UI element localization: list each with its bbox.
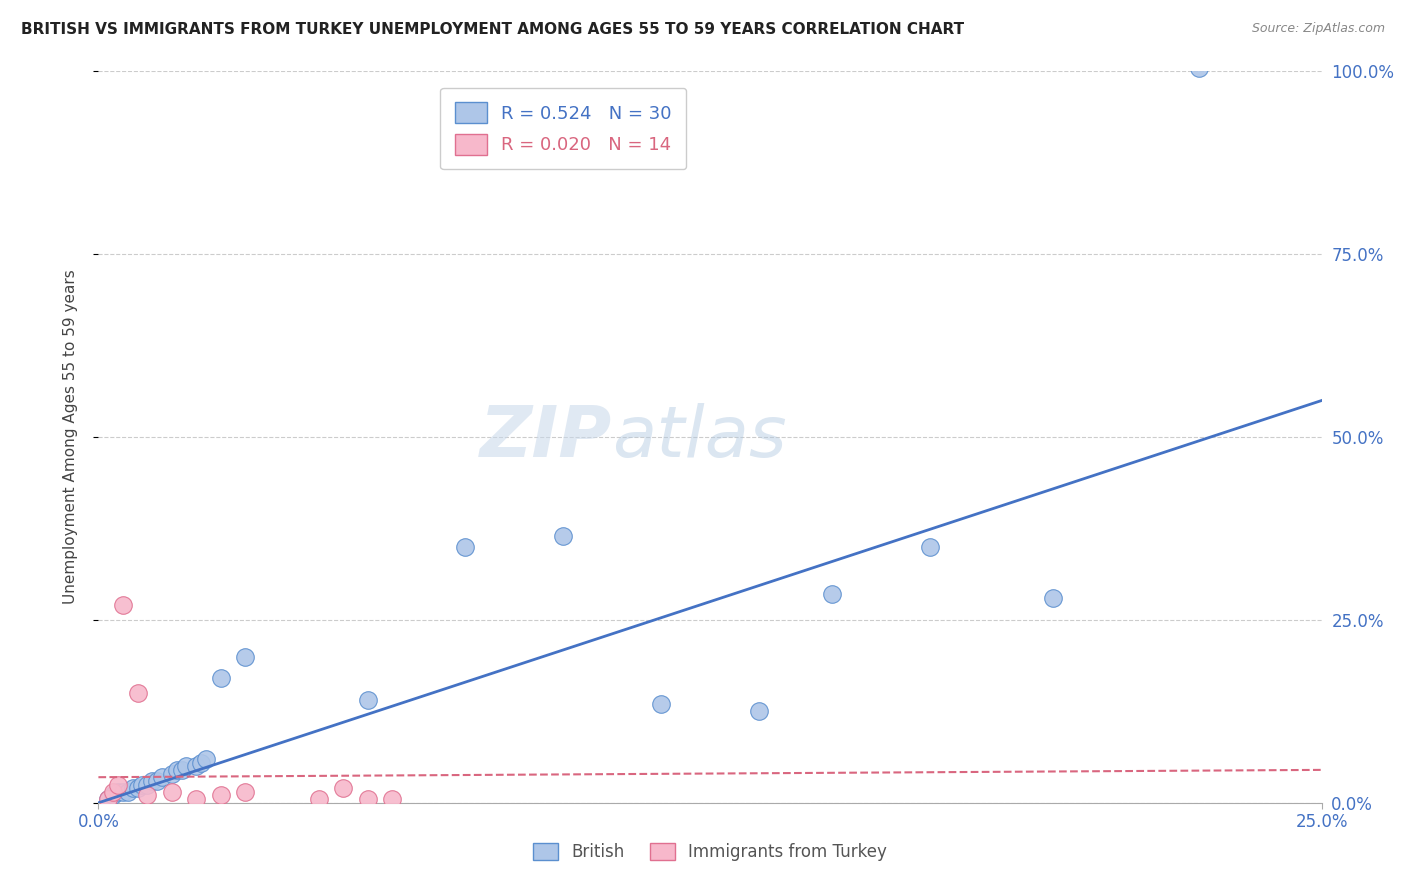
Point xyxy=(97,792,120,806)
Point xyxy=(131,777,153,792)
Point xyxy=(190,756,212,770)
Y-axis label: Unemployment Among Ages 55 to 59 years: Unemployment Among Ages 55 to 59 years xyxy=(63,269,77,605)
Point xyxy=(186,759,208,773)
Point xyxy=(107,777,129,792)
Point xyxy=(209,672,232,686)
Point xyxy=(146,773,169,788)
Point xyxy=(121,781,143,796)
Point xyxy=(97,792,120,806)
Text: atlas: atlas xyxy=(612,402,787,472)
Point xyxy=(186,792,208,806)
Point xyxy=(170,763,193,777)
Point xyxy=(111,785,134,799)
Point xyxy=(209,789,232,803)
Point xyxy=(233,649,256,664)
Point xyxy=(101,789,124,803)
Point xyxy=(166,763,188,777)
Point xyxy=(136,789,159,803)
Point xyxy=(127,781,149,796)
Point xyxy=(160,785,183,799)
Point xyxy=(233,785,256,799)
Legend: British, Immigrants from Turkey: British, Immigrants from Turkey xyxy=(526,836,894,868)
Point xyxy=(101,785,124,799)
Point xyxy=(332,781,354,796)
Point xyxy=(356,792,378,806)
Point xyxy=(356,693,378,707)
Point xyxy=(308,792,330,806)
Point xyxy=(920,540,942,554)
Point xyxy=(1188,61,1211,75)
Point xyxy=(117,785,139,799)
Point xyxy=(111,599,134,613)
Point xyxy=(381,792,404,806)
Point xyxy=(748,705,770,719)
Text: BRITISH VS IMMIGRANTS FROM TURKEY UNEMPLOYMENT AMONG AGES 55 TO 59 YEARS CORRELA: BRITISH VS IMMIGRANTS FROM TURKEY UNEMPL… xyxy=(21,22,965,37)
Point xyxy=(821,587,844,601)
Text: ZIP: ZIP xyxy=(479,402,612,472)
Text: Source: ZipAtlas.com: Source: ZipAtlas.com xyxy=(1251,22,1385,36)
Point xyxy=(650,697,672,711)
Point xyxy=(136,777,159,792)
Point xyxy=(1042,591,1064,605)
Point xyxy=(160,766,183,780)
Point xyxy=(195,752,218,766)
Point xyxy=(127,686,149,700)
Point xyxy=(107,785,129,799)
Point xyxy=(454,540,477,554)
Point xyxy=(176,759,198,773)
Point xyxy=(553,529,575,543)
Point xyxy=(150,770,173,784)
Point xyxy=(141,773,163,788)
